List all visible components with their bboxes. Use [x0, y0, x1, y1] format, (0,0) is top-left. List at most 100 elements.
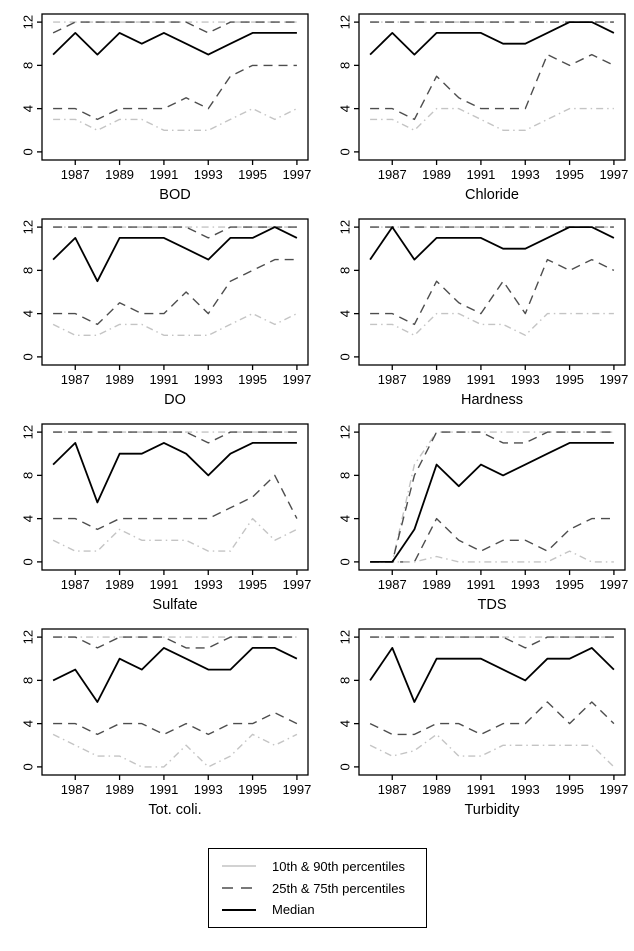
y-tick-label: 8 — [21, 62, 36, 69]
chart-panel-turbidity: 0 4 8 12 1987 1989 1991 1993 1995 1997 Turbidity — [317, 615, 634, 820]
x-tick-label: 1989 — [422, 577, 451, 592]
legend-line-sample-solid — [222, 908, 256, 911]
legend-line-sample-light — [222, 865, 256, 868]
x-tick-label: 1991 — [466, 577, 495, 592]
x-tick-label: 1989 — [105, 167, 134, 182]
chart-svg-tot-coli: 0 4 8 12 1987 1989 1991 1993 1995 1997 Tot. coli. — [21, 628, 311, 818]
chart-panel-chloride: 0 4 8 12 1987 1989 1991 1993 1995 1997 Chloride — [317, 0, 634, 205]
series-line-25th-percentile — [370, 517, 614, 563]
chart-panel-do: 0 4 8 12 1987 1989 1991 1993 1995 1997 DO — [0, 205, 317, 410]
y-tick-label: 4 — [21, 310, 36, 317]
legend-label: Median — [272, 902, 315, 918]
y-tick-label: 4 — [21, 720, 36, 727]
chart-title: Sulfate — [152, 597, 197, 613]
y-tick-label: 0 — [21, 353, 36, 360]
series-line-median — [369, 647, 615, 703]
chart-title: TDS — [478, 597, 507, 613]
x-tick-label: 1987 — [61, 372, 90, 387]
y-tick-label: 12 — [338, 425, 353, 439]
chart-svg-sulfate: 0 4 8 12 1987 1989 1991 1993 1995 1997 Sulfate — [21, 423, 311, 613]
series-line-10th-percentile — [370, 107, 614, 132]
x-tick-label: 1991 — [466, 782, 495, 797]
series-line-10th-percentile — [370, 550, 614, 563]
x-tick-label: 1995 — [238, 167, 267, 182]
series-line-25th-percentile — [370, 53, 615, 121]
series-line-median — [370, 442, 614, 563]
x-tick-label: 1987 — [61, 782, 90, 797]
y-tick-label: 0 — [338, 558, 353, 565]
legend-label: 25th & 75th percentiles — [272, 880, 405, 896]
x-tick-label: 1989 — [422, 782, 451, 797]
x-tick-label: 1987 — [378, 167, 407, 182]
x-tick-label: 1991 — [149, 782, 178, 797]
chart-svg-chloride: 0 4 8 12 1987 1989 1991 1993 1995 1997 Chloride — [338, 13, 628, 203]
series-line-10th-percentile — [369, 733, 615, 768]
y-tick-label: 0 — [338, 763, 353, 770]
x-tick-label: 1995 — [238, 782, 267, 797]
x-tick-label: 1991 — [149, 577, 178, 592]
chart-panel-bod: 0 4 8 12 1987 1989 1991 1993 1995 1997 BOD — [0, 0, 317, 205]
x-tick-label: 1993 — [511, 167, 540, 182]
series-line-median — [369, 226, 615, 261]
chart-title: BOD — [159, 187, 190, 203]
chart-title: Chloride — [465, 187, 519, 203]
plot-box — [358, 13, 626, 161]
x-tick-label: 1995 — [555, 782, 584, 797]
y-tick-label: 0 — [338, 353, 353, 360]
series-line-10th-percentile — [52, 312, 298, 337]
x-tick-label: 1997 — [599, 577, 628, 592]
x-tick-label: 1991 — [149, 372, 178, 387]
x-tick-label: 1989 — [422, 167, 451, 182]
x-tick-label: 1997 — [599, 372, 628, 387]
legend-box: 10th & 90th percentiles 25th & 75th perc… — [208, 848, 427, 928]
plot-box — [41, 13, 309, 161]
y-tick-label: 12 — [338, 220, 353, 234]
y-tick-label: 0 — [21, 148, 36, 155]
series-line-75th-percentile — [52, 21, 297, 34]
chart-svg-hardness: 0 4 8 12 1987 1989 1991 1993 1995 1997 Hardness — [338, 218, 628, 408]
series-line-25th-percentile — [369, 701, 615, 736]
series-line-25th-percentile — [53, 474, 298, 531]
series-line-10th-percentile — [52, 733, 298, 768]
plot-box — [358, 423, 626, 571]
x-tick-label: 1991 — [466, 372, 495, 387]
y-tick-label: 4 — [21, 105, 36, 112]
y-tick-label: 4 — [21, 515, 36, 522]
chart-grid: 0 4 8 12 1987 1989 1991 1993 1995 1997 BOD 0 4 8 12 198… — [0, 0, 634, 820]
x-tick-label: 1997 — [599, 167, 628, 182]
x-tick-label: 1997 — [282, 167, 311, 182]
y-tick-label: 4 — [338, 720, 353, 727]
x-tick-label: 1989 — [105, 782, 134, 797]
percentile-figure-page: 0 4 8 12 1987 1989 1991 1993 1995 1997 BOD 0 4 8 12 198… — [0, 0, 634, 928]
series-line-median — [52, 647, 298, 703]
x-tick-label: 1993 — [511, 372, 540, 387]
chart-svg-do: 0 4 8 12 1987 1989 1991 1993 1995 1997 DO — [21, 218, 311, 408]
x-tick-label: 1987 — [378, 782, 407, 797]
plot-box — [358, 218, 626, 366]
y-tick-label: 12 — [21, 15, 36, 29]
series-line-25th-percentile — [53, 712, 298, 736]
x-tick-label: 1989 — [105, 577, 134, 592]
plot-box — [41, 423, 309, 571]
series-line-90th-percentile — [370, 431, 614, 563]
series-line-median — [52, 226, 298, 283]
y-tick-label: 12 — [338, 15, 353, 29]
series-line-75th-percentile — [370, 636, 614, 649]
x-tick-label: 1991 — [466, 167, 495, 182]
y-tick-label: 12 — [21, 425, 36, 439]
y-tick-label: 8 — [338, 267, 353, 274]
chart-title: DO — [164, 392, 186, 408]
legend-item-percentiles-25-75: 25th & 75th percentiles — [219, 881, 416, 896]
x-tick-label: 1995 — [238, 577, 267, 592]
y-tick-label: 12 — [338, 630, 353, 644]
series-line-75th-percentile — [53, 226, 297, 239]
chart-svg-tds: 0 4 8 12 1987 1989 1991 1993 1995 1997 TDS — [338, 423, 628, 613]
series-line-25th-percentile — [370, 258, 615, 326]
y-tick-label: 4 — [338, 310, 353, 317]
x-tick-label: 1989 — [105, 372, 134, 387]
y-tick-label: 12 — [21, 220, 36, 234]
series-line-75th-percentile — [370, 431, 614, 563]
chart-panel-tds: 0 4 8 12 1987 1989 1991 1993 1995 1997 TDS — [317, 410, 634, 615]
y-tick-label: 0 — [21, 558, 36, 565]
series-line-median — [369, 21, 615, 56]
